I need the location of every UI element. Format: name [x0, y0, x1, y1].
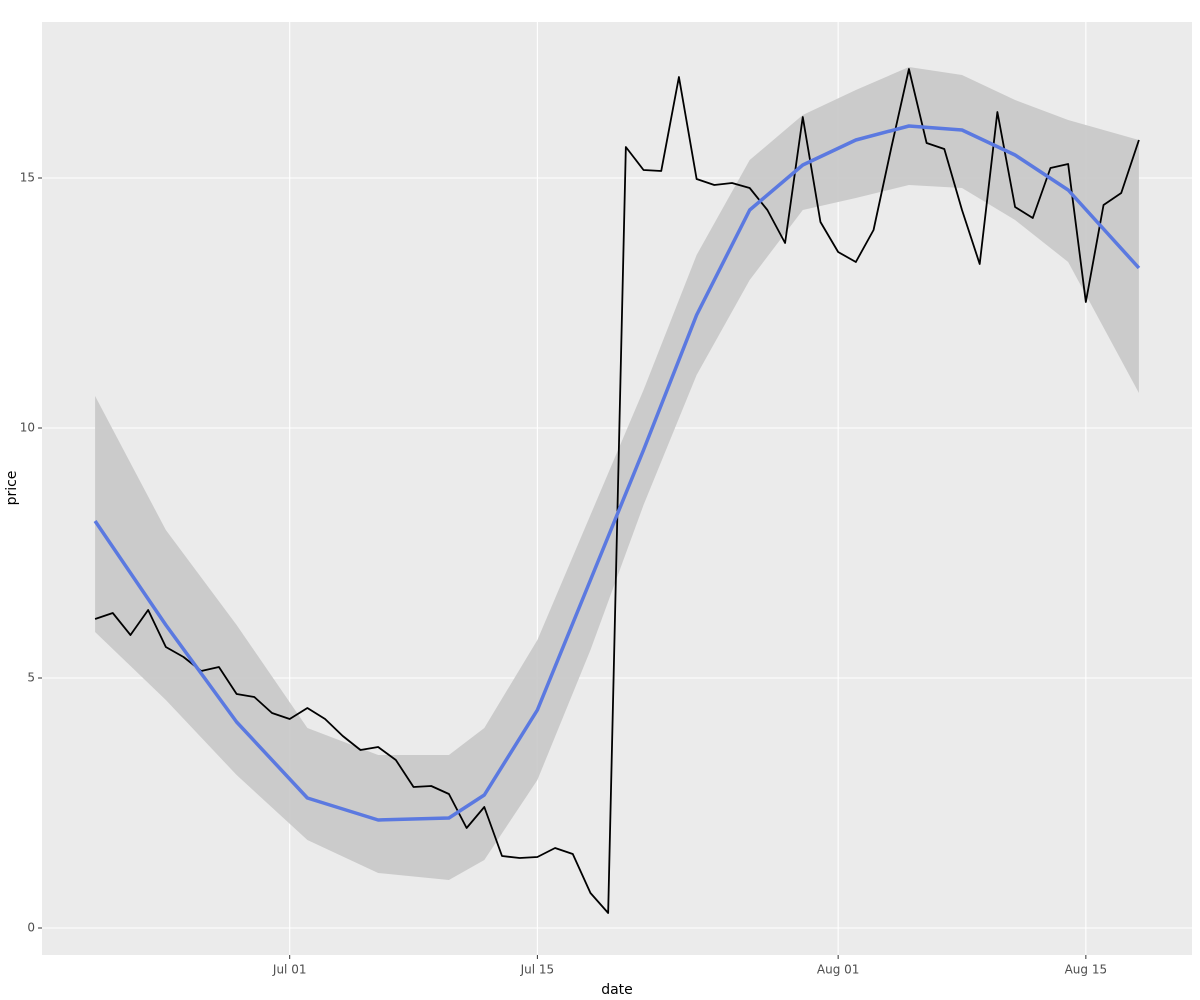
x-tick-label: Aug 01	[817, 963, 860, 977]
x-tick-label: Jul 15	[520, 963, 555, 977]
smooth-line	[93, 124, 1141, 822]
confidence-band	[95, 67, 1139, 880]
x-tick-label: Aug 15	[1065, 963, 1108, 977]
y-tick-label: 10	[20, 421, 35, 435]
y-tick-label: 5	[27, 671, 35, 685]
y-axis-title: price	[4, 471, 20, 506]
x-axis-title: date	[601, 982, 633, 998]
x-tick-label: Jul 01	[272, 963, 307, 977]
price-line	[94, 68, 1140, 914]
y-tick-label: 0	[27, 921, 35, 935]
y-tick-label: 15	[20, 171, 35, 185]
